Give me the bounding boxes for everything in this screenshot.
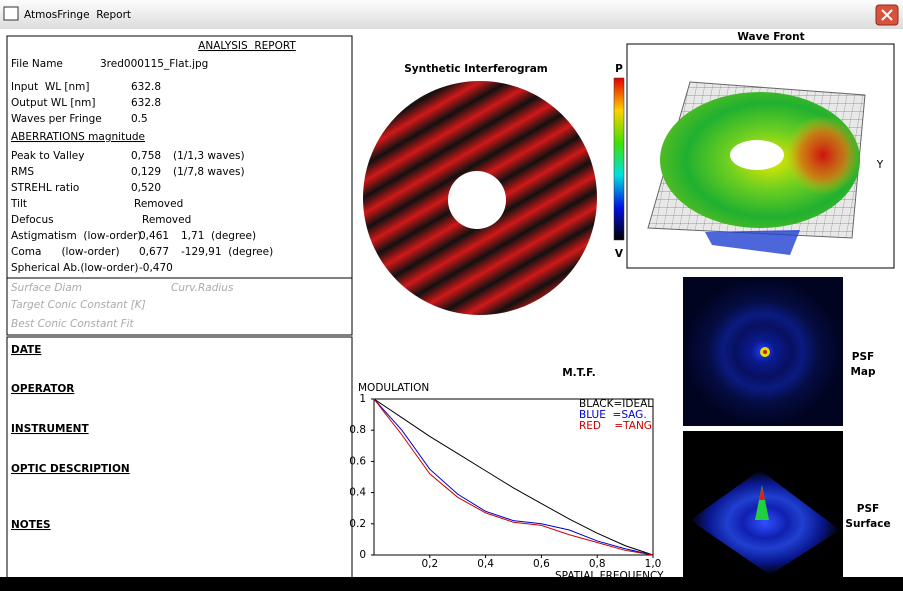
y-axis-label: MODULATION [358, 382, 429, 394]
aberration-label: Astigmatism (low-order) [11, 230, 142, 242]
aberration-value: Removed [134, 198, 183, 210]
wavefront-hole [730, 140, 784, 170]
target-conic: Target Conic Constant [K] [11, 299, 146, 311]
aberration-value: 0,677 [139, 246, 169, 258]
aberration-value: 0,461 [139, 230, 169, 242]
y-tick-label: 1 [359, 393, 366, 405]
window-icon [3, 6, 19, 21]
title-bar [0, 0, 903, 29]
legend-entry: BLUE =SAG. [579, 409, 647, 421]
wavefront-underside [705, 230, 800, 255]
surface-diam: Surface Diam [11, 282, 82, 294]
y-tick-label: 0.2 [349, 518, 366, 530]
field-value: 0.5 [131, 113, 148, 125]
info-field: OPTIC DESCRIPTION [11, 463, 130, 475]
aberration-value: 0,520 [131, 182, 161, 194]
x-tick-label: 0,2 [421, 558, 438, 570]
psf-map-label: PSF [852, 351, 874, 363]
curv-radius: Curv.Radius [171, 282, 234, 294]
info-field: INSTRUMENT [11, 423, 89, 435]
x-tick-label: 0,6 [533, 558, 550, 570]
aberration-value: Removed [142, 214, 191, 226]
legend-entry: BLACK=IDEAL [579, 398, 653, 410]
field-value: 632.8 [131, 97, 161, 109]
psf-map-label: Map [850, 366, 876, 378]
psf-surface-label: PSF [857, 503, 879, 515]
mtf-line [373, 398, 654, 556]
wavefront-peak [785, 115, 861, 195]
aberration-label: Coma (low-order) [11, 246, 120, 258]
chart-title: M.T.F. [562, 367, 596, 379]
x-tick-label: 0,4 [477, 558, 494, 570]
aberration-value: 0,758 [131, 150, 161, 162]
y-tick-label: 0 [359, 549, 366, 561]
mtf-frame [373, 398, 654, 556]
aberration-value: -0,470 [139, 262, 173, 274]
bottom-strip [0, 577, 903, 591]
wavefront-title: Wave Front [737, 31, 804, 43]
aberration-label: STREHL ratio [11, 182, 79, 194]
info-field: DATE [11, 344, 41, 356]
psf-surface [690, 470, 840, 575]
field-value: 3red000115_Flat.jpg [100, 58, 208, 70]
field-label: Waves per Fringe [11, 113, 102, 125]
section-title: ABERRATIONS magnitude [11, 131, 145, 143]
window-title: AtmosFringe Report [24, 9, 131, 21]
aberration-label: Tilt [10, 198, 27, 210]
aberration-value: -129,91 (degree) [181, 246, 273, 258]
aberration-value: (1/1,3 waves) [173, 150, 245, 162]
colorbar-bottom: V [615, 248, 624, 260]
legend-entry: RED =TANG [579, 420, 652, 432]
color-bar [613, 77, 625, 241]
field-label: Output WL [nm] [11, 97, 95, 109]
report-box [6, 35, 353, 336]
psf-spike-top [759, 487, 765, 500]
y-tick-label: 0.8 [349, 424, 366, 436]
psf-spike [755, 485, 769, 520]
aberration-label: Spherical Ab.(low-order) [11, 262, 138, 274]
field-label: Input WL [nm] [11, 81, 90, 93]
aberration-value: 1,71 (degree) [181, 230, 256, 242]
close-icon [881, 9, 893, 21]
interferogram-hole [448, 171, 506, 229]
mtf-line [373, 398, 654, 556]
info-field: OPERATOR [11, 383, 74, 395]
psf-surface-label: Surface [845, 518, 890, 530]
aberration-label: Peak to Valley [11, 150, 84, 162]
field-label: File Name [11, 58, 63, 70]
wavefront-axis: Y [876, 159, 884, 171]
interferogram-title: Synthetic Interferogram [404, 63, 548, 75]
y-tick-label: 0.6 [349, 455, 366, 467]
report-title: ANALYSIS REPORT [198, 40, 296, 52]
aberration-value: 0,129 [131, 166, 161, 178]
x-tick-label: 0,8 [589, 558, 606, 570]
aberration-value: (1/7,8 waves) [173, 166, 245, 178]
colorbar-top: P [615, 63, 623, 75]
x-tick-label: 1,0 [645, 558, 662, 570]
best-conic: Best Conic Constant Fit [11, 318, 135, 330]
aberration-label: Defocus [11, 214, 54, 226]
y-tick-label: 0.4 [349, 487, 366, 499]
info-field: NOTES [11, 519, 51, 531]
aberration-label: RMS [11, 166, 34, 178]
field-value: 632.8 [131, 81, 161, 93]
psf-peak [763, 350, 767, 354]
mtf-line [373, 398, 654, 556]
x-axis-label: SPATIAL FREQUENCY [555, 570, 664, 582]
